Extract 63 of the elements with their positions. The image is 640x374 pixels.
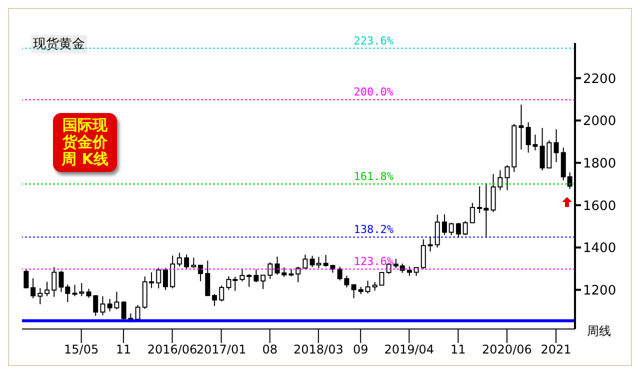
x-tick-label: 08: [262, 342, 278, 357]
candlestick: [254, 269, 259, 283]
x-tick-label: 09: [352, 342, 368, 357]
y-tick-label: 2200: [583, 72, 616, 87]
candlestick: [554, 128, 559, 163]
candlestick: [406, 266, 412, 276]
candlestick: [198, 264, 204, 282]
candlestick: [30, 278, 36, 299]
x-tick-label: 2020/06: [482, 342, 532, 357]
candlestick: [434, 214, 440, 248]
candlestick: [246, 274, 252, 288]
y-tick-label: 1200: [583, 283, 616, 298]
candlestick: [52, 266, 57, 298]
candlestick: [428, 236, 433, 252]
annotation: 223.6%: [354, 34, 394, 48]
annotation: 123.6%: [354, 255, 394, 268]
x-tick-label: 11: [450, 342, 466, 357]
candlestick: [240, 269, 245, 282]
y-tick-label: 1600: [583, 198, 616, 214]
candlestick: [470, 202, 475, 224]
x-tick-label: 11: [116, 342, 132, 357]
x-tick-label: 2018/03: [294, 342, 344, 357]
candlestick: [296, 266, 301, 283]
candlestick: [456, 222, 461, 238]
annotation: 161.8%: [354, 170, 394, 183]
candlestick: [260, 274, 266, 290]
candlestick: [462, 220, 468, 236]
candlestick: [93, 294, 98, 316]
candlestick: [518, 104, 524, 150]
x-tick-label: 15/05: [64, 342, 99, 357]
candlestick: [420, 238, 426, 270]
x-tick-label: 2017/01: [196, 342, 246, 357]
candlestick: [24, 269, 29, 289]
text: 周线: [587, 323, 611, 340]
y-tick-label: 1400: [583, 241, 616, 256]
candlestick: [44, 281, 50, 297]
candlestick: [135, 304, 140, 320]
candlestick: [205, 260, 210, 296]
annotation: 138.2%: [354, 223, 394, 236]
x-tick-label: 2019/04: [384, 342, 434, 357]
annotation: 200.0%: [354, 86, 394, 99]
candlestick: [38, 288, 43, 305]
candlestick: [442, 214, 447, 236]
candlestick: [351, 284, 356, 299]
annotation: 国际现货金价周 K线: [53, 113, 117, 172]
candlestick: [100, 296, 106, 316]
candlestick: [170, 255, 176, 289]
y-tick-label: 2000: [583, 114, 616, 130]
candlestick: [162, 267, 168, 291]
chart-title: 现货黄金: [31, 35, 87, 53]
candlestick: [212, 294, 217, 306]
candlestick: [302, 254, 308, 269]
candlestick: [268, 262, 273, 280]
candlestick: [86, 288, 92, 298]
candlestick: [156, 267, 162, 289]
candlestick: [219, 285, 224, 302]
x-tick-label: 2021: [540, 342, 572, 357]
candlestick: [448, 222, 454, 236]
x-tick-label: 2016/06: [147, 342, 198, 357]
candlestick: [176, 252, 182, 268]
candlestick: [191, 257, 196, 268]
candlestick: [184, 254, 190, 269]
y-tick-label: 1800: [583, 156, 616, 172]
